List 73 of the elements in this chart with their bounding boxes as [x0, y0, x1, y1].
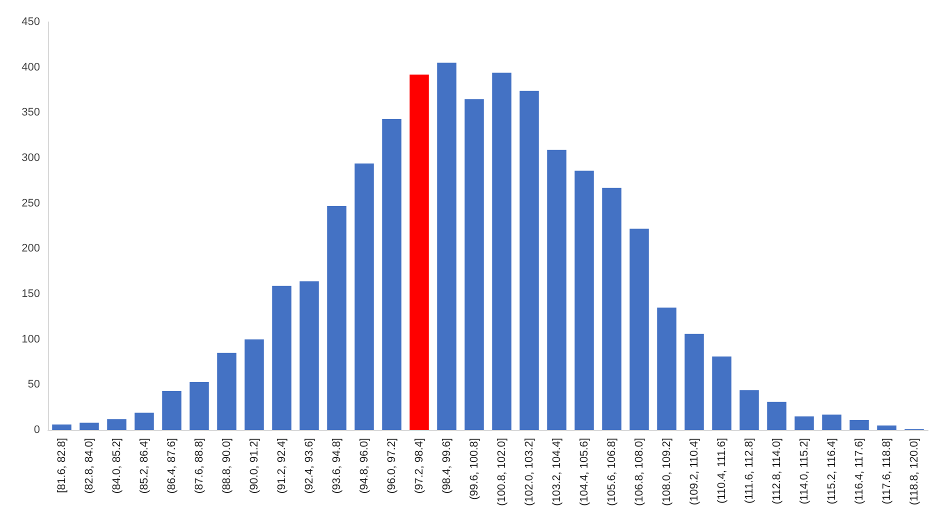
bar — [244, 339, 264, 430]
x-tick-label: (87.6, 88.8] — [193, 438, 206, 494]
x-tick-label: (116.4, 117.6] — [853, 438, 866, 504]
x-tick-label: (115.2, 116.4] — [826, 438, 838, 504]
bar — [134, 412, 154, 430]
bar — [630, 228, 649, 430]
bar — [740, 390, 759, 430]
bar — [520, 90, 539, 430]
y-tick-label: 50 — [28, 378, 40, 391]
y-tick-label: 300 — [22, 152, 40, 164]
x-tick-label: (85.2, 86.4] — [138, 438, 150, 494]
x-tick-label: (88.8, 90.0] — [220, 438, 233, 494]
bar — [382, 119, 402, 430]
x-tick-label: (90.0, 91.2] — [248, 438, 260, 494]
y-tick-label: 100 — [22, 333, 40, 346]
bar — [354, 163, 374, 430]
x-tick-label: (112.8, 114.0] — [770, 438, 783, 504]
x-tick-label: (97.2, 98.4] — [413, 438, 426, 494]
y-tick-label: 400 — [22, 61, 40, 74]
y-tick-label: 450 — [22, 16, 40, 28]
y-tick-label: 350 — [22, 106, 40, 119]
bar — [684, 334, 704, 430]
bar — [162, 391, 182, 430]
bar — [464, 99, 484, 430]
bar — [794, 416, 814, 430]
x-tick-label: (92.4, 93.6] — [303, 438, 316, 494]
bar — [602, 188, 622, 430]
y-tick-label: 200 — [22, 242, 40, 255]
x-tick-label: (102.0, 103.2] — [523, 438, 536, 506]
x-tick-label: (114.0, 115.2] — [798, 438, 810, 504]
x-tick-label: (84.0, 85.2] — [110, 438, 123, 494]
x-tick-label: (86.4, 87.6] — [166, 438, 178, 494]
bar — [492, 72, 512, 430]
bar — [327, 206, 346, 430]
bar — [657, 308, 676, 430]
bar — [190, 382, 209, 430]
x-tick-label: (109.2, 110.4] — [688, 438, 700, 506]
bar — [822, 414, 842, 430]
bar — [80, 422, 99, 430]
x-tick-label: (105.6, 106.8] — [606, 438, 618, 506]
x-tick-label: (100.8, 102.0] — [496, 438, 508, 506]
bar — [52, 424, 72, 430]
x-tick-label: (118.8, 120.0] — [908, 438, 920, 506]
y-tick-label: 0 — [34, 424, 40, 436]
bar — [877, 425, 896, 430]
bar — [712, 356, 732, 430]
x-tick-label: (82.8, 84.0] — [83, 438, 96, 494]
bar — [272, 286, 292, 430]
bar — [437, 62, 456, 430]
bar — [410, 74, 429, 430]
x-tick-label: (98.4, 99.6] — [440, 438, 453, 494]
x-tick-label: (93.6, 94.8] — [330, 438, 343, 494]
x-tick-label: (94.8, 96.0] — [358, 438, 370, 494]
bar — [574, 170, 594, 430]
bar — [850, 420, 869, 430]
y-tick-label: 250 — [22, 197, 40, 210]
bar — [300, 281, 319, 430]
x-tick-label: (96.0, 97.2] — [386, 438, 398, 494]
y-tick-label: 150 — [22, 288, 40, 300]
x-tick-label: (110.4, 111.6] — [716, 438, 728, 504]
bar — [107, 419, 126, 430]
x-tick-label: (111.6, 112.8] — [743, 438, 756, 504]
x-tick-label: (106.8, 108.0] — [633, 438, 646, 506]
bar — [547, 150, 566, 430]
bar — [767, 402, 786, 430]
x-tick-label: (99.6, 100.8] — [468, 438, 480, 500]
x-tick-label: (117.6, 118.8] — [880, 438, 893, 504]
x-tick-label: (103.2, 104.4] — [550, 438, 563, 506]
x-tick-label: [81.6, 82.8] — [56, 438, 68, 494]
x-tick-label: (108.0, 109.2] — [660, 438, 673, 506]
bar — [217, 352, 236, 430]
x-tick-label: (91.2, 92.4] — [276, 438, 288, 494]
x-tick-label: (104.4, 105.6] — [578, 438, 590, 506]
